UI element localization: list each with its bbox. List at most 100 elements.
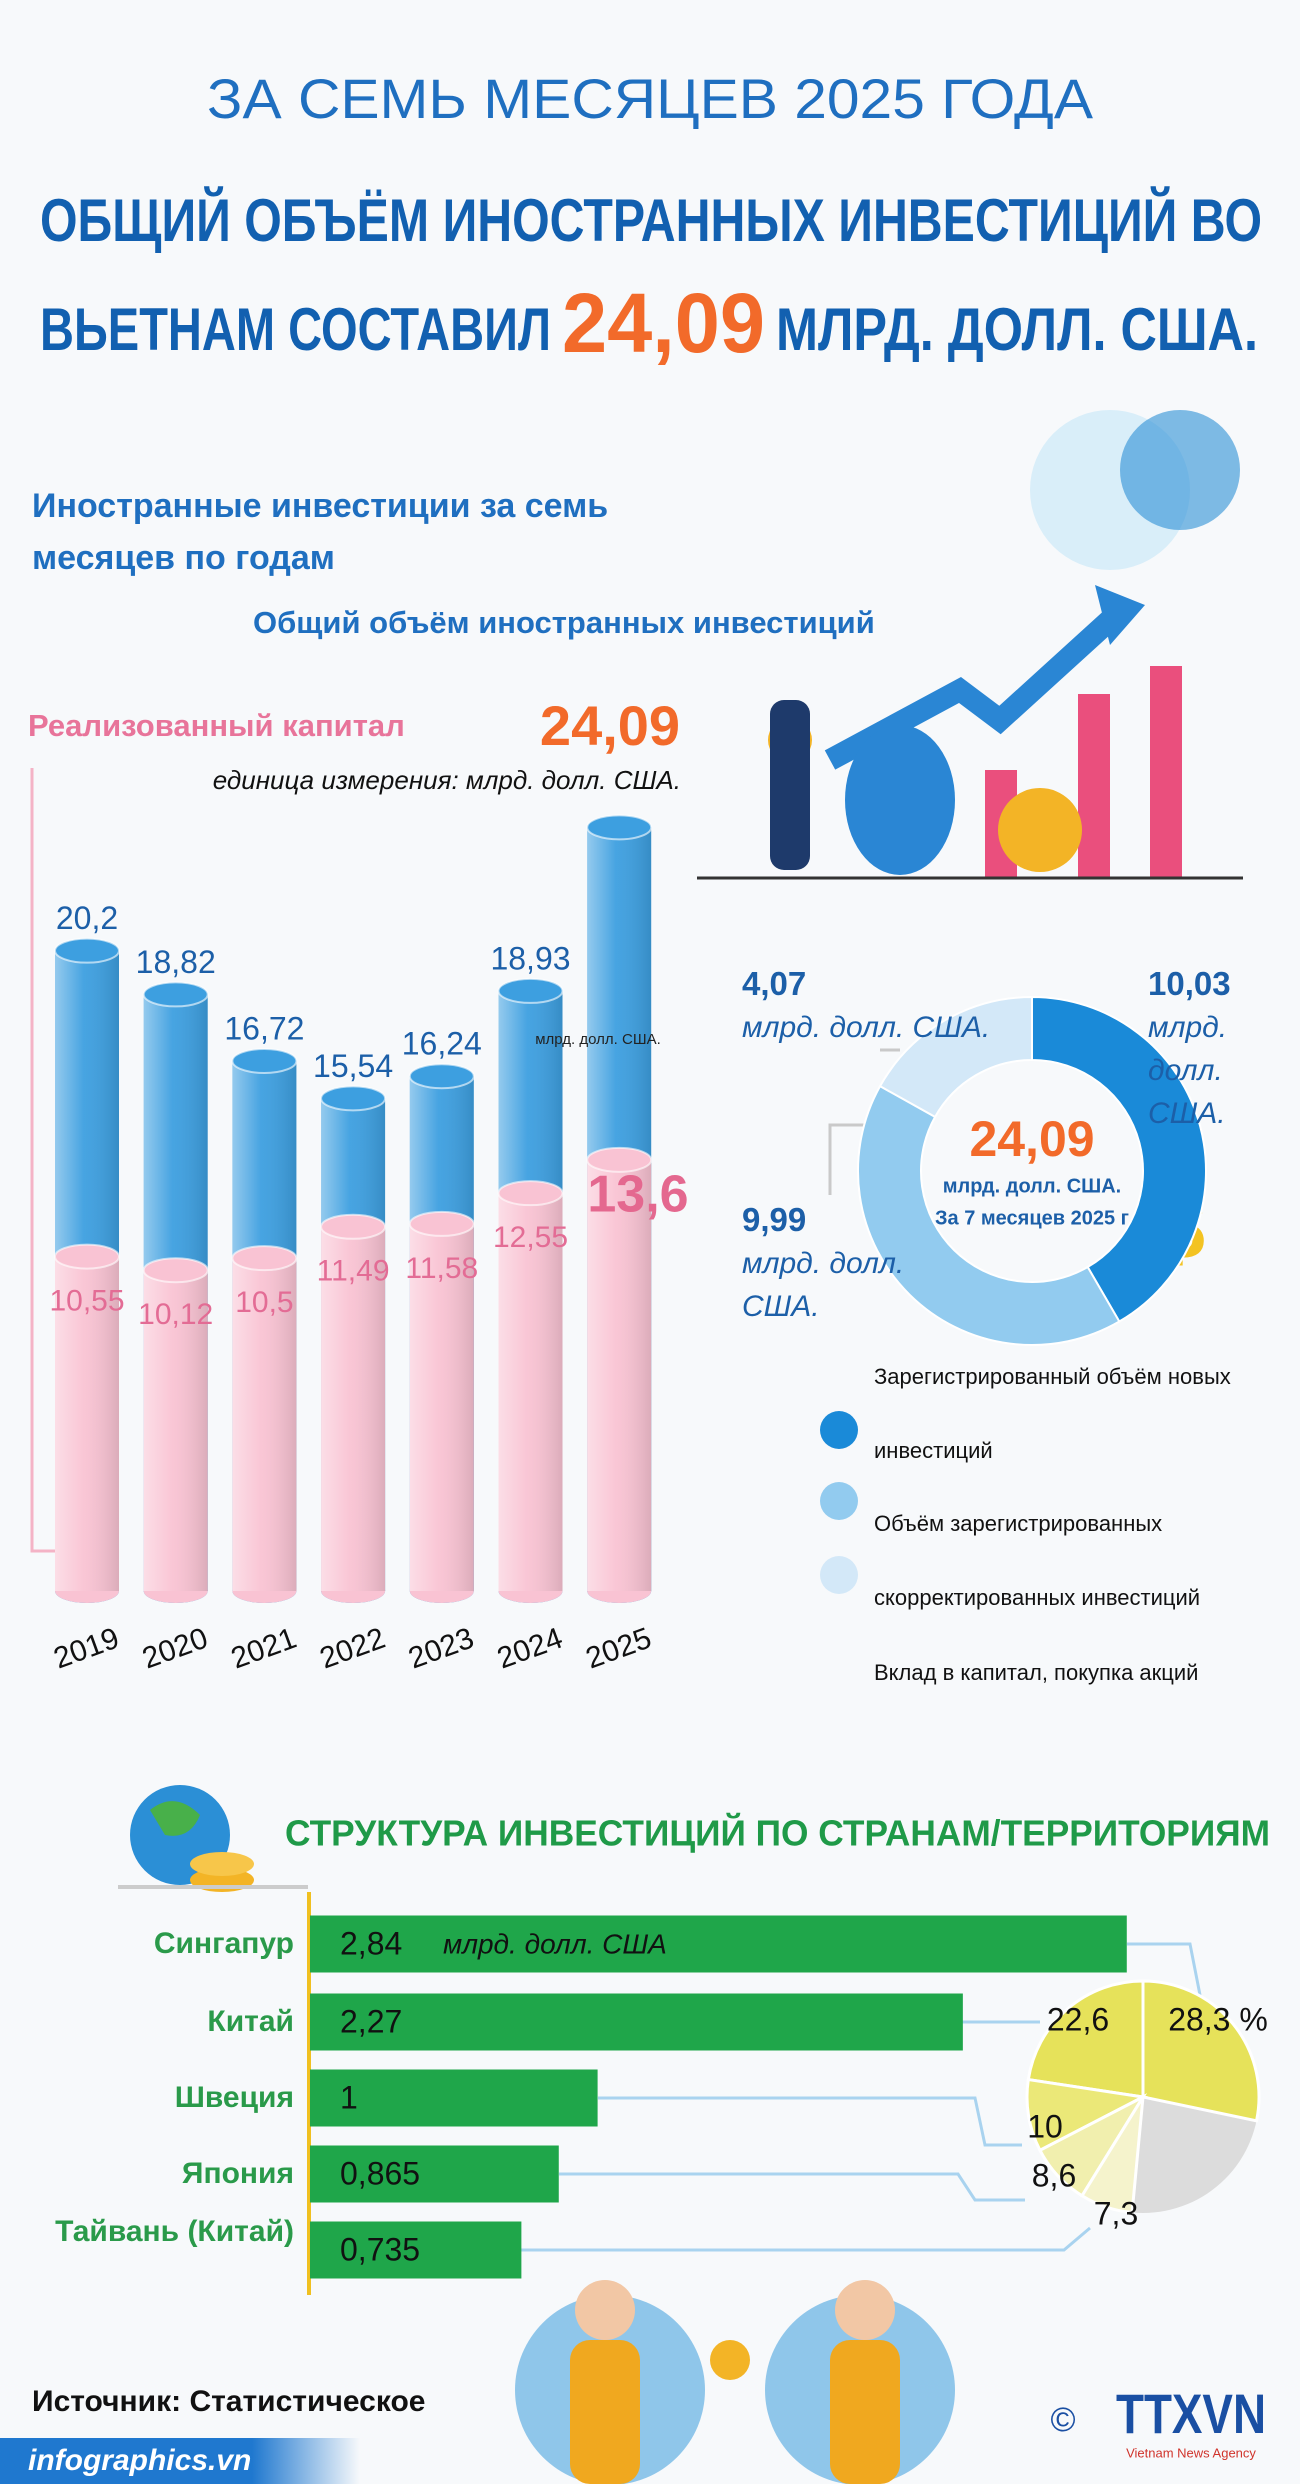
category-label: Тайвань (Китай) xyxy=(55,2215,294,2248)
data-label: 22,6 xyxy=(1047,2001,1109,2037)
pie-slice xyxy=(1080,2096,1145,2215)
legend-label: Зарегистрированный объём новых инвестици… xyxy=(874,1364,1231,1463)
bar-top xyxy=(320,1213,387,1240)
bar-shade xyxy=(55,1256,119,1591)
legend-swatch xyxy=(820,1556,858,1594)
bar-top xyxy=(408,1210,475,1237)
source: Источник: Статистическое xyxy=(32,2385,425,2418)
pie-slice xyxy=(1141,1979,1261,2123)
legend-swatch xyxy=(820,1411,858,1449)
data-label: 13,6 xyxy=(587,1166,688,1224)
cylinder xyxy=(320,1213,387,1603)
x-tick-label: 2020 xyxy=(138,1622,212,1676)
connectors xyxy=(521,1942,1202,2252)
legend-label: Реализованный капитал xyxy=(28,708,405,743)
bar-top xyxy=(497,1180,564,1207)
headline-highlight: 24,09 xyxy=(562,276,765,370)
data-label: 16,24 xyxy=(402,1026,482,1062)
bar-shade xyxy=(498,1193,563,1591)
data-label: 18,93 xyxy=(490,940,570,976)
logo-subtitle: Vietnam News Agency xyxy=(1126,2445,1256,2460)
bar-shade xyxy=(143,1270,208,1591)
data-label: 2,27 xyxy=(340,2003,402,2039)
bar-top xyxy=(231,1047,298,1074)
legend-swatch xyxy=(820,1482,858,1520)
bar-top xyxy=(497,977,564,1004)
legend-label: Вклад в капитал, покупка акций xyxy=(874,1660,1199,1685)
bar-top xyxy=(408,1063,475,1090)
cylinder xyxy=(231,1245,298,1603)
bar xyxy=(310,2221,522,2279)
bar-top xyxy=(54,1243,120,1270)
value-label: 10,03 xyxy=(1148,965,1231,1002)
donut-label: 9,99 млрд. долл. США. xyxy=(742,1198,942,1328)
data-label: 28,3 % xyxy=(1168,2001,1268,2037)
headline: МЛРД. ДОЛЛ. США. xyxy=(776,296,1258,363)
donut-slice xyxy=(857,1084,1121,1346)
bar xyxy=(310,2069,598,2127)
donut-center-value: 24,09 xyxy=(969,1111,1094,1167)
x-tick-label: 2019 xyxy=(49,1622,123,1676)
donut-center-note: За 7 месяцев 2025 г xyxy=(935,1207,1129,1229)
value-label: 4,07 xyxy=(742,965,807,1002)
data-label: 10 xyxy=(1027,2108,1063,2144)
cylinder xyxy=(497,1180,564,1603)
bar-top xyxy=(231,1245,298,1272)
bar xyxy=(310,2145,559,2203)
x-tick-label: 2022 xyxy=(316,1622,390,1676)
cylinder xyxy=(142,1257,209,1603)
data-label: 1 xyxy=(340,2079,358,2115)
bar-shade xyxy=(587,1159,652,1591)
x-tick-label: 2025 xyxy=(582,1622,656,1676)
data-label: 12,55 xyxy=(493,1221,568,1254)
footer-strip xyxy=(0,2438,360,2484)
bar-top xyxy=(54,937,120,964)
data-label: 16,72 xyxy=(224,1010,304,1046)
unit-label: млрд. долл. США. xyxy=(742,1247,905,1323)
unit-label: млрд. долл. США. xyxy=(1148,1011,1228,1130)
unit-label: млрд. долл. США xyxy=(443,1928,667,1959)
data-label: 18,82 xyxy=(136,944,216,980)
data-label: 0,865 xyxy=(340,2155,420,2191)
copyright: © xyxy=(1050,2401,1075,2439)
logo: TTXVN xyxy=(1116,2382,1266,2445)
bar-top xyxy=(586,1146,653,1173)
data-label: 10,12 xyxy=(138,1298,213,1331)
bar-shade xyxy=(409,1223,474,1591)
legend-label: Общий объём иностранных инвестиций xyxy=(253,605,875,640)
data-label: 11,49 xyxy=(317,1255,390,1288)
donut-label: 4,07 млрд. долл. США. xyxy=(742,962,1042,1049)
bar-shade xyxy=(321,1226,386,1591)
data-label: 0,735 xyxy=(340,2231,420,2267)
cylinder xyxy=(408,1210,475,1603)
illustration xyxy=(697,410,1243,880)
donut-slice xyxy=(878,995,1033,1119)
category-label: Япония xyxy=(181,2157,294,2190)
donut-label: 10,03 млрд. долл. США. xyxy=(1148,962,1258,1135)
category-label: Сингапур xyxy=(153,1927,294,1960)
globe-icon xyxy=(118,1785,308,1892)
pie-slice xyxy=(1026,1979,1145,2099)
x-tick-label: 2021 xyxy=(227,1622,301,1676)
headline: ВЬЕТНАМ СОСТАВИЛ xyxy=(40,296,551,363)
data-label: 15,54 xyxy=(313,1048,393,1084)
bar-top xyxy=(586,814,653,841)
bar xyxy=(310,1915,1127,1973)
x-tick-label: 2023 xyxy=(404,1622,478,1676)
illustration xyxy=(515,2280,955,2484)
data-label: 2,84 xyxy=(340,1925,402,1961)
data-label: 10,55 xyxy=(49,1284,124,1317)
cylinder xyxy=(586,1146,653,1603)
category-label: Китай xyxy=(207,2005,294,2038)
bar-top xyxy=(320,1085,387,1112)
data-label: 8,6 xyxy=(1032,2157,1076,2193)
data-label: 7,3 xyxy=(1094,2195,1138,2231)
unit-small: млрд. долл. США. xyxy=(535,1031,661,1048)
x-tick-label: 2024 xyxy=(493,1622,567,1676)
bar-shade xyxy=(232,1258,297,1591)
unit-note: единица измерения: млрд. долл. США. xyxy=(213,765,681,795)
headline: ОБЩИЙ ОБЪЁМ ИНОСТРАННЫХ ИНВЕСТИЦИЙ ВО xyxy=(40,187,1262,254)
kicker: ЗА СЕМЬ МЕСЯЦЕВ 2025 ГОДА xyxy=(207,67,1094,130)
